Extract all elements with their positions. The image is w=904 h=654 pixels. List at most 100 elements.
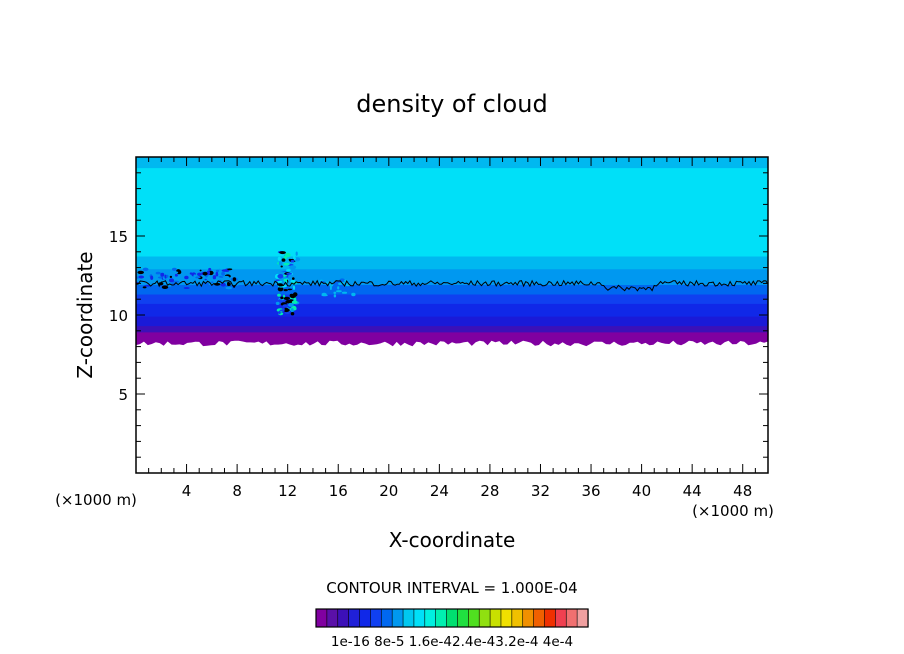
wave-speckle <box>280 296 284 300</box>
wave-speckle <box>278 261 283 266</box>
wave-speckle <box>281 258 286 262</box>
wave-speckle <box>278 271 286 274</box>
wave-speckle <box>277 286 284 292</box>
wave-speckle <box>220 282 226 287</box>
wave-speckle <box>197 272 202 276</box>
wave-speckle <box>221 271 226 276</box>
wave-speckle <box>283 296 290 300</box>
wave-speckle <box>212 275 217 280</box>
colorbar-swatch <box>391 608 404 628</box>
y-tick-label: 15 <box>109 228 128 246</box>
colorbar-swatch <box>370 608 382 628</box>
colorbar-swatch <box>500 608 513 628</box>
wave-speckle <box>324 288 327 293</box>
wave-speckle <box>278 310 281 315</box>
colorbar-tick-labels: 1e-16 8e-5 1.6e-42.4e-43.2e-4 4e-4 <box>331 634 573 650</box>
wave-speckle <box>286 272 293 275</box>
x-tick-label: 28 <box>480 482 499 500</box>
wave-speckle <box>290 312 295 316</box>
y-axis-ticks: 5 10 15 <box>109 172 768 458</box>
wave-speckle <box>169 275 173 278</box>
wave-speckle <box>181 285 187 288</box>
wave-speckle <box>351 292 356 297</box>
x-tick-label: 16 <box>329 482 348 500</box>
colorbar-swatch <box>489 608 502 628</box>
wave-speckle <box>221 269 229 272</box>
colorbar-swatch <box>555 608 567 628</box>
wave-speckle <box>232 273 238 276</box>
wave-speckle <box>295 251 298 256</box>
wave-speckle <box>155 271 161 275</box>
wave-speckle <box>329 283 334 287</box>
wave-speckle <box>292 272 296 275</box>
colorbar-swatch <box>424 608 437 628</box>
wave-speckle <box>174 273 178 277</box>
wave-speckle <box>289 293 294 298</box>
colorbar-swatch <box>446 608 459 628</box>
colorbar-swatch <box>315 608 328 628</box>
x-tick-label: 24 <box>430 482 449 500</box>
wave-speckle <box>227 282 231 286</box>
colorbar-swatch <box>359 608 371 628</box>
wave-speckle <box>291 300 298 304</box>
x-axis-ticks: 4 8 12 16 20 24 28 32 36 40 44 48 <box>148 157 756 500</box>
wave-speckle <box>172 267 177 271</box>
wave-speckle <box>321 292 327 297</box>
x-tick-label: 40 <box>632 482 651 500</box>
wave-speckle <box>204 278 207 281</box>
wave-speckle <box>282 307 285 312</box>
x-tick-label: 48 <box>733 482 752 500</box>
wave-speckle <box>279 251 286 255</box>
wave-speckle <box>164 274 167 279</box>
x-tick-label: 12 <box>278 482 297 500</box>
wave-speckle <box>333 291 337 294</box>
wave-speckle <box>183 272 191 276</box>
x-tick-label: 8 <box>232 482 242 500</box>
wave-speckle <box>166 274 169 278</box>
wave-speckle <box>329 285 332 291</box>
x-tick-label: 36 <box>581 482 600 500</box>
wave-speckle <box>285 252 291 258</box>
contour-line <box>136 279 768 292</box>
wave-speckle <box>287 288 292 291</box>
wave-speckle <box>292 292 298 297</box>
wave-speckle <box>337 286 340 290</box>
y-tick-label: 5 <box>118 386 128 404</box>
wave-speckle <box>215 269 220 272</box>
wave-speckle <box>160 272 165 277</box>
wave-speckle <box>227 268 233 271</box>
colorbar-frame <box>315 608 589 628</box>
wave-speckle <box>329 291 334 295</box>
wave-speckle <box>290 279 296 283</box>
colorbar-swatch <box>565 608 578 628</box>
wave-disturbance <box>136 250 356 316</box>
colorbar-swatch <box>478 608 491 628</box>
colorbar-swatch <box>435 608 448 628</box>
wave-speckle <box>282 304 290 308</box>
wave-speckle <box>288 274 294 279</box>
colorbar-swatch <box>544 608 556 628</box>
colorbar-swatch <box>326 608 339 628</box>
wave-speckle <box>277 293 281 297</box>
wave-speckle <box>288 258 292 261</box>
wave-speckle <box>277 280 283 283</box>
wave-speckle <box>290 259 295 263</box>
wave-speckle <box>333 282 339 287</box>
wave-speckle <box>283 278 288 282</box>
wave-speckle <box>292 277 295 280</box>
wave-speckle <box>193 274 197 278</box>
wave-speckle <box>142 267 149 271</box>
wave-speckle <box>195 276 201 279</box>
wave-speckle <box>278 299 282 302</box>
colorbar <box>315 608 589 628</box>
wave-speckle <box>223 275 230 280</box>
x-unit-right: (×1000 m) <box>692 502 774 520</box>
wave-speckle <box>202 283 208 288</box>
contour-interval-label: CONTOUR INTERVAL = 1.000E-04 <box>326 579 577 597</box>
chart-title: density of cloud <box>356 90 547 118</box>
colorbar-swatch <box>522 608 535 628</box>
wave-speckle <box>347 286 355 289</box>
x-axis-label: X-coordinate <box>389 528 516 552</box>
wave-speckle <box>277 256 282 261</box>
density-field <box>136 157 768 347</box>
